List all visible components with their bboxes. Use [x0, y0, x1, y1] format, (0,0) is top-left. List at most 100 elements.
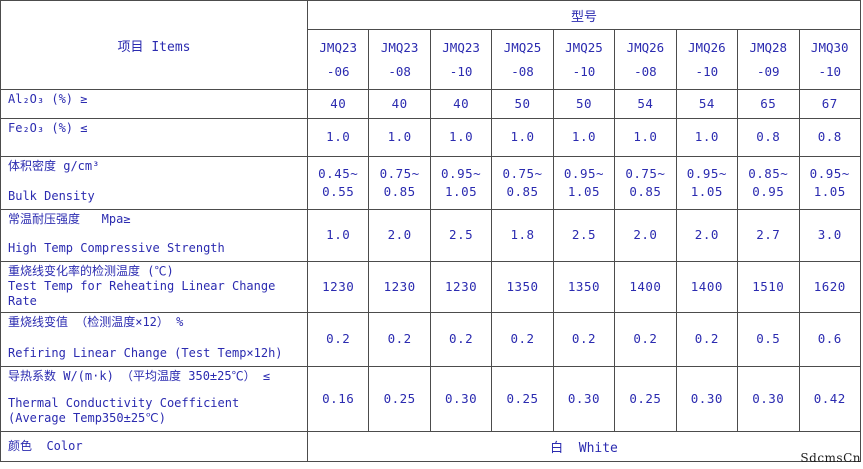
- value-cell: 1350: [552, 261, 616, 313]
- row-label-strength: 常温耐压强度 Mpa≥ High Temp Compressive Streng…: [0, 209, 308, 262]
- value-cell: 1400: [675, 261, 739, 313]
- value-cell: 1.0: [675, 118, 739, 157]
- table-row: Fe₂O₃ (%) ≤ 1.0 1.0 1.0 1.0 1.0 1.0 1.0 0.8 0.8: [0, 118, 861, 157]
- table-row: 重烧线变值 （检测温度×12） % Refiring Linear Change…: [0, 312, 861, 367]
- value-cell: 0.16: [306, 366, 370, 432]
- model-column-header: JMQ26 -10: [675, 29, 739, 90]
- row-label-zh: 重烧线变化率的检测温度 (℃): [8, 264, 174, 278]
- items-header-cell: 项目 Items: [0, 0, 308, 90]
- row-label-reheat-temp: 重烧线变化率的检测温度 (℃) Test Temp for Reheating …: [0, 261, 308, 313]
- watermark: SdcmsCn: [800, 451, 861, 465]
- value-cell: 0.45~ 0.55: [306, 156, 370, 210]
- table-row: 颜色 Color 白 White: [0, 431, 861, 462]
- value-cell: 0.75~ 0.85: [491, 156, 554, 210]
- row-label-thermal: 导热系数 W/(m·k) （平均温度 350±25℃） ≤ Thermal Co…: [0, 366, 308, 432]
- table-row: Al₂O₃ (%) ≥ 40 40 40 50 50 54 54 65 67: [0, 89, 861, 119]
- value-cell: 0.75~ 0.85: [614, 156, 677, 210]
- value-cell: 0.25: [491, 366, 554, 432]
- value-cell: 0.42: [798, 366, 861, 432]
- color-value-cell: 白 White: [307, 431, 861, 462]
- value-cell: 2.0: [614, 209, 677, 262]
- model-column-header: JMQ25 -08: [491, 29, 554, 90]
- value-cell: 0.95~ 1.05: [552, 156, 616, 210]
- value-cell: 1.8: [491, 209, 554, 262]
- row-label-en: Test Temp for Reheating Linear Change Ra…: [8, 279, 283, 308]
- value-cell: 40: [429, 89, 493, 119]
- model-column-header: JMQ30 -10: [798, 29, 861, 90]
- model-header-cell: 型号: [307, 0, 861, 30]
- row-label-zh: 常温耐压强度 Mpa≥: [8, 212, 131, 226]
- value-cell: 1.0: [306, 209, 370, 262]
- table-row: 常温耐压强度 Mpa≥ High Temp Compressive Streng…: [0, 209, 861, 262]
- value-cell: 2.0: [675, 209, 739, 262]
- model-column-header: JMQ25 -10: [552, 29, 616, 90]
- value-cell: 0.2: [675, 312, 739, 367]
- value-cell: 0.2: [368, 312, 431, 367]
- row-label-en: Refiring Linear Change (Test Temp×12h): [8, 346, 283, 360]
- value-cell: 65: [737, 89, 800, 119]
- value-cell: 0.2: [552, 312, 616, 367]
- value-cell: 1400: [614, 261, 677, 313]
- value-cell: 1350: [491, 261, 554, 313]
- value-cell: 67: [798, 89, 861, 119]
- value-cell: 2.5: [429, 209, 493, 262]
- row-label-zh: 颜色 Color: [8, 439, 83, 453]
- row-label-color: 颜色 Color: [0, 431, 308, 462]
- model-column-header: JMQ28 -09: [737, 29, 800, 90]
- value-cell: 0.2: [429, 312, 493, 367]
- value-cell: 0.30: [737, 366, 800, 432]
- value-cell: 1230: [368, 261, 431, 313]
- value-cell: 0.8: [737, 118, 800, 157]
- value-cell: 1.0: [368, 118, 431, 157]
- value-cell: 2.5: [552, 209, 616, 262]
- value-cell: 0.95~ 1.05: [798, 156, 861, 210]
- value-cell: 54: [675, 89, 739, 119]
- table-row: 体积密度 g/cm³ Bulk Density 0.45~ 0.55 0.75~ …: [0, 156, 861, 210]
- value-cell: 1.0: [614, 118, 677, 157]
- value-cell: 0.2: [614, 312, 677, 367]
- value-cell: 0.75~ 0.85: [368, 156, 431, 210]
- value-cell: 40: [368, 89, 431, 119]
- value-cell: 50: [552, 89, 616, 119]
- value-cell: 1.0: [552, 118, 616, 157]
- table-row: 重烧线变化率的检测温度 (℃) Test Temp for Reheating …: [0, 261, 861, 313]
- value-cell: 3.0: [798, 209, 861, 262]
- model-column-header: JMQ23 -06: [306, 29, 370, 90]
- value-cell: 0.8: [798, 118, 861, 157]
- value-cell: 2.0: [368, 209, 431, 262]
- row-label-en: Thermal Conductivity Coefficient (Averag…: [8, 396, 247, 425]
- row-label-al2o3: Al₂O₃ (%) ≥: [0, 89, 308, 119]
- row-label-zh: 重烧线变值 （检测温度×12） %: [8, 315, 184, 329]
- value-cell: 1230: [429, 261, 493, 313]
- value-cell: 1230: [306, 261, 370, 313]
- row-label-zh: Al₂O₃ (%) ≥: [8, 92, 88, 106]
- value-cell: 0.6: [798, 312, 861, 367]
- value-cell: 2.7: [737, 209, 800, 262]
- value-cell: 0.25: [614, 366, 677, 432]
- row-label-zh: 导热系数 W/(m·k) （平均温度 350±25℃） ≤: [8, 369, 271, 383]
- model-column-header: JMQ23 -08: [368, 29, 431, 90]
- value-cell: 1510: [737, 261, 800, 313]
- model-column-header: JMQ23 -10: [429, 29, 493, 90]
- row-label-zh: Fe₂O₃ (%) ≤: [8, 121, 88, 135]
- value-cell: 0.30: [675, 366, 739, 432]
- value-cell: 50: [491, 89, 554, 119]
- value-cell: 0.30: [552, 366, 616, 432]
- value-cell: 0.85~ 0.95: [737, 156, 800, 210]
- value-cell: 1.0: [491, 118, 554, 157]
- value-cell: 0.95~ 1.05: [429, 156, 493, 210]
- row-label-refiring: 重烧线变值 （检测温度×12） % Refiring Linear Change…: [0, 312, 308, 367]
- value-cell: 1.0: [429, 118, 493, 157]
- row-label-en: Bulk Density: [8, 189, 95, 203]
- value-cell: 1620: [798, 261, 861, 313]
- value-cell: 0.5: [737, 312, 800, 367]
- value-cell: 0.2: [491, 312, 554, 367]
- row-label-en: High Temp Compressive Strength: [8, 241, 225, 255]
- value-cell: 54: [614, 89, 677, 119]
- model-column-header: JMQ26 -08: [614, 29, 677, 90]
- value-cell: 0.95~ 1.05: [675, 156, 739, 210]
- row-label-fe2o3: Fe₂O₃ (%) ≤: [0, 118, 308, 157]
- value-cell: 40: [306, 89, 370, 119]
